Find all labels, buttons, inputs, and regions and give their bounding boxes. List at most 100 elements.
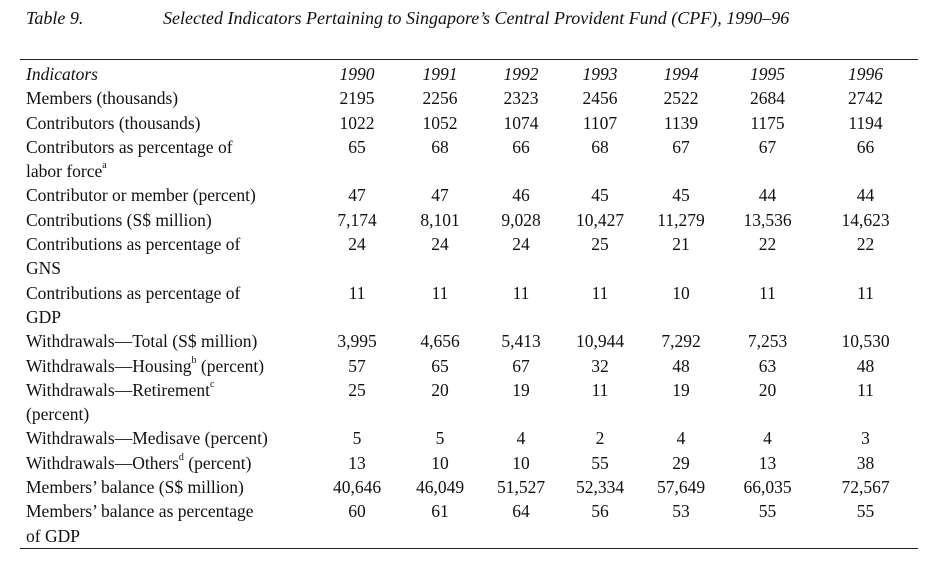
cell-value: 57 xyxy=(348,355,366,376)
row-label-line: Members (thousands) xyxy=(26,88,179,109)
table-body: Members (thousands) 2195 2256 2323 2456 2522 2… xyxy=(20,86,918,548)
cell-value: 72,567 xyxy=(841,477,890,498)
column-header-year: 1996 xyxy=(848,64,883,84)
cell-value: 67 xyxy=(672,136,690,157)
column-header-year: 1993 xyxy=(582,64,618,84)
row-label: Contributor or member (percent) xyxy=(20,183,316,207)
row-label-line: Contributions (S$ million) xyxy=(26,209,212,230)
cell-value: 44 xyxy=(856,185,875,206)
row-label: Contributions as percentage of GDP xyxy=(20,281,316,330)
row-label-line: Withdrawals—Housing xyxy=(26,355,192,376)
cell-value: 47 xyxy=(348,185,366,206)
cell-value: 11 xyxy=(759,282,776,303)
table-row: Withdrawals—Housingb (percent) 57 65 67 32 48… xyxy=(20,354,918,378)
cell-value: 46,049 xyxy=(415,477,465,498)
cell-value: 48 xyxy=(856,355,875,376)
cell-value: 2742 xyxy=(848,88,883,109)
table-row: Contributor or member (percent) 47 47 46 45 4… xyxy=(20,183,918,207)
row-label-line: (percent) xyxy=(26,404,90,425)
row-label-line: Contributions as percentage of xyxy=(26,234,241,255)
cell-value: 5 xyxy=(435,428,445,449)
table-row: Withdrawals—Medisave (percent) 5 5 4 2 4 4 3 xyxy=(20,426,918,450)
cell-value: 11 xyxy=(591,282,609,303)
row-label: Contributions (S$ million) xyxy=(20,208,316,232)
cell-value: 38 xyxy=(856,452,875,473)
cell-value: 10 xyxy=(512,452,530,473)
row-label-line: of GDP xyxy=(26,525,80,546)
row-label-line: Members’ balance (S$ million) xyxy=(26,477,244,498)
row-label: Contributors (thousands) xyxy=(20,111,316,135)
cell-value: 64 xyxy=(512,501,530,522)
cell-value: 14,623 xyxy=(841,209,890,230)
cell-value: 55 xyxy=(591,452,609,473)
cell-value: 1107 xyxy=(582,112,618,133)
cell-value: 10,427 xyxy=(575,209,625,230)
table-row: Members’ balance (S$ million) 40,646 46,04… xyxy=(20,475,918,499)
cell-value: 4 xyxy=(676,428,686,449)
column-header-year: 1990 xyxy=(339,64,375,84)
table-number: Table 9. xyxy=(26,8,84,28)
cell-value: 60 xyxy=(348,501,366,522)
cell-value: 11 xyxy=(857,379,874,400)
cell-value: 63 xyxy=(758,355,777,376)
cell-value: 45 xyxy=(672,185,690,206)
cell-value: 7,174 xyxy=(337,209,377,230)
cell-value: 13 xyxy=(758,452,777,473)
cell-value: 11 xyxy=(512,282,530,303)
cell-value: 19 xyxy=(672,379,690,400)
cell-value: 1139 xyxy=(663,112,699,133)
footnote-marker: c xyxy=(209,379,215,391)
row-label-line: Contributors as percentage of xyxy=(26,136,233,157)
footnote-marker: b xyxy=(191,354,197,366)
cell-value: 46 xyxy=(512,185,530,206)
cell-value: 25 xyxy=(591,234,609,255)
cell-value: 66 xyxy=(856,136,875,157)
cell-value: 53 xyxy=(672,501,690,522)
row-label: Withdrawals—Retirementc (percent) xyxy=(20,378,316,427)
cell-value: 8,101 xyxy=(420,209,460,230)
cell-value: 2256 xyxy=(422,88,458,109)
cell-value: 56 xyxy=(591,501,609,522)
table-row: Contributions (S$ million) 7,174 8,101 9,02… xyxy=(20,208,918,232)
cell-value: 11 xyxy=(857,282,874,303)
cell-value: 29 xyxy=(672,452,690,473)
cell-value: 11 xyxy=(431,282,449,303)
table-row: Withdrawals—Retirementc (percent) 25 20 19 11… xyxy=(20,378,918,427)
cell-value: 67 xyxy=(758,136,777,157)
cell-value: 5,413 xyxy=(501,331,541,352)
table-row: Contributors (thousands) 1022 1052 1074 1107… xyxy=(20,111,918,135)
cell-value: 48 xyxy=(672,355,690,376)
row-label: Withdrawals—Othersd (percent) xyxy=(20,451,316,475)
cell-value: 66,035 xyxy=(743,477,792,498)
cell-value: 22 xyxy=(856,234,875,255)
cell-value: 65 xyxy=(431,355,449,376)
cell-value: 2 xyxy=(595,428,605,449)
cell-value: 3,995 xyxy=(337,331,377,352)
cell-value: 57,649 xyxy=(656,477,706,498)
column-header-year: 1994 xyxy=(663,64,699,84)
row-label: Withdrawals—Medisave (percent) xyxy=(20,426,316,450)
cell-value: 2323 xyxy=(503,88,539,109)
table-title: Selected Indicators Pertaining to Singap… xyxy=(163,8,790,28)
column-header-year: 1992 xyxy=(503,64,539,84)
cell-value: 55 xyxy=(856,501,875,522)
cell-value: 1175 xyxy=(750,112,785,133)
cell-value: 45 xyxy=(591,185,609,206)
cell-value: 4 xyxy=(763,428,772,449)
cell-value: 20 xyxy=(758,379,777,400)
cell-value: 2522 xyxy=(663,88,699,109)
cell-value: 5 xyxy=(352,428,362,449)
cell-value: 47 xyxy=(431,185,449,206)
footnote-marker: d xyxy=(178,451,184,463)
cell-value: 2195 xyxy=(339,88,375,109)
cell-value: 52,334 xyxy=(575,477,625,498)
row-label-line: Members’ balance as percentage xyxy=(26,501,254,522)
cell-value: 1194 xyxy=(848,112,883,133)
cell-value: 40,646 xyxy=(332,477,382,498)
row-label-line: GNS xyxy=(26,258,62,279)
row-label: Members’ balance as percentage of GDP xyxy=(20,499,316,548)
cell-value: 61 xyxy=(431,501,449,522)
table-row: Contributors as percentage of labor force… xyxy=(20,135,918,184)
cell-value: 4 xyxy=(516,428,526,449)
cell-value: 11,279 xyxy=(657,209,705,230)
